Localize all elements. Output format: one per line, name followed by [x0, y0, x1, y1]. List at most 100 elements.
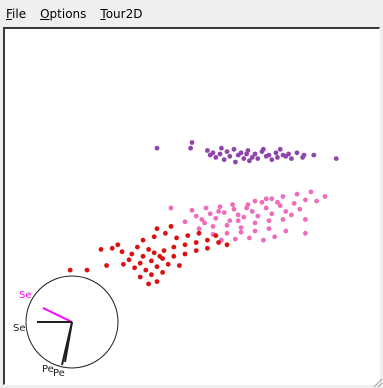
data-point[interactable] — [171, 244, 177, 250]
data-point[interactable] — [275, 155, 280, 160]
data-point[interactable] — [277, 203, 283, 209]
data-point[interactable] — [168, 224, 174, 229]
data-point[interactable] — [224, 230, 230, 236]
data-point[interactable] — [241, 156, 247, 161]
data-point[interactable] — [255, 213, 261, 219]
data-point[interactable] — [289, 212, 294, 218]
data-point[interactable] — [161, 248, 167, 254]
data-point[interactable] — [241, 214, 247, 220]
data-point[interactable] — [137, 260, 143, 266]
scatterplot-canvas[interactable]: Se Se Pe Pe — [3, 27, 380, 385]
data-point[interactable] — [121, 261, 126, 267]
data-point[interactable] — [247, 158, 252, 164]
data-point[interactable] — [129, 251, 135, 257]
data-point[interactable] — [205, 148, 210, 153]
data-point[interactable] — [149, 272, 154, 278]
data-point[interactable] — [196, 226, 202, 232]
data-point[interactable] — [137, 274, 143, 280]
data-point[interactable] — [259, 199, 265, 205]
data-point[interactable] — [193, 248, 199, 254]
data-point[interactable] — [154, 279, 160, 284]
data-point[interactable] — [193, 213, 199, 219]
data-point[interactable] — [266, 226, 272, 232]
data-point[interactable] — [143, 267, 149, 273]
data-point[interactable] — [193, 240, 199, 245]
data-point[interactable] — [233, 159, 238, 165]
data-point[interactable] — [189, 207, 195, 213]
data-point[interactable] — [115, 242, 121, 248]
data-point[interactable] — [303, 197, 308, 203]
data-point[interactable] — [207, 152, 213, 158]
menu-file[interactable]: File — [0, 4, 33, 24]
data-point[interactable] — [283, 228, 289, 234]
data-point[interactable] — [263, 196, 269, 202]
data-point[interactable] — [235, 218, 241, 224]
data-point[interactable] — [273, 150, 279, 156]
data-point[interactable] — [275, 199, 280, 205]
data-point[interactable] — [247, 235, 252, 241]
data-point[interactable] — [244, 151, 250, 157]
data-point[interactable] — [154, 226, 160, 232]
data-point[interactable] — [252, 151, 258, 157]
data-point[interactable] — [207, 211, 213, 217]
data-point[interactable] — [224, 242, 230, 248]
data-point[interactable] — [213, 155, 219, 160]
data-point[interactable] — [213, 215, 219, 221]
data-point[interactable] — [126, 257, 132, 263]
data-point[interactable] — [84, 267, 90, 273]
data-point[interactable] — [261, 146, 266, 152]
data-point[interactable] — [149, 258, 154, 264]
data-point[interactable] — [303, 230, 308, 236]
data-point[interactable] — [280, 194, 286, 199]
data-point[interactable] — [188, 145, 194, 151]
data-point[interactable] — [154, 264, 160, 270]
data-point[interactable] — [280, 217, 286, 222]
data-point[interactable] — [182, 251, 188, 257]
data-point[interactable] — [151, 234, 157, 240]
data-point[interactable] — [263, 153, 269, 159]
data-point[interactable] — [221, 210, 227, 216]
data-point[interactable] — [266, 218, 272, 224]
data-point[interactable] — [238, 229, 244, 235]
data-point[interactable] — [146, 281, 152, 287]
data-point[interactable] — [217, 204, 223, 210]
data-point[interactable] — [135, 244, 140, 250]
data-point[interactable] — [163, 230, 168, 236]
data-point[interactable] — [205, 237, 210, 243]
data-point[interactable] — [230, 202, 236, 208]
data-point[interactable] — [291, 201, 297, 206]
data-point[interactable] — [294, 150, 300, 156]
data-point[interactable] — [160, 270, 166, 275]
data-point[interactable] — [104, 263, 109, 268]
data-point[interactable] — [231, 146, 237, 152]
data-point[interactable] — [303, 217, 308, 222]
data-point[interactable] — [221, 157, 227, 163]
data-point[interactable] — [216, 240, 222, 245]
data-point[interactable] — [314, 198, 319, 204]
data-point[interactable] — [252, 228, 258, 234]
data-point[interactable] — [174, 235, 180, 241]
data-point[interactable] — [300, 155, 305, 160]
data-point[interactable] — [269, 157, 275, 163]
data-point[interactable] — [132, 265, 137, 271]
data-point[interactable] — [252, 220, 258, 226]
data-point[interactable] — [252, 198, 258, 204]
resize-grip-icon[interactable] — [371, 376, 383, 388]
data-point[interactable] — [235, 212, 241, 218]
data-point[interactable] — [119, 249, 125, 255]
data-point[interactable] — [297, 206, 303, 212]
data-point[interactable] — [308, 189, 314, 195]
data-point[interactable] — [227, 218, 233, 224]
data-point[interactable] — [217, 151, 223, 157]
data-point[interactable] — [283, 209, 289, 214]
data-point[interactable] — [140, 237, 146, 243]
data-point[interactable] — [261, 237, 266, 243]
data-point[interactable] — [109, 245, 115, 251]
data-point[interactable] — [249, 209, 255, 214]
data-point[interactable] — [154, 145, 160, 151]
data-point[interactable] — [67, 267, 73, 273]
data-point[interactable] — [255, 156, 261, 161]
data-point[interactable] — [272, 234, 277, 240]
data-point[interactable] — [146, 247, 152, 252]
data-point[interactable] — [210, 224, 216, 229]
